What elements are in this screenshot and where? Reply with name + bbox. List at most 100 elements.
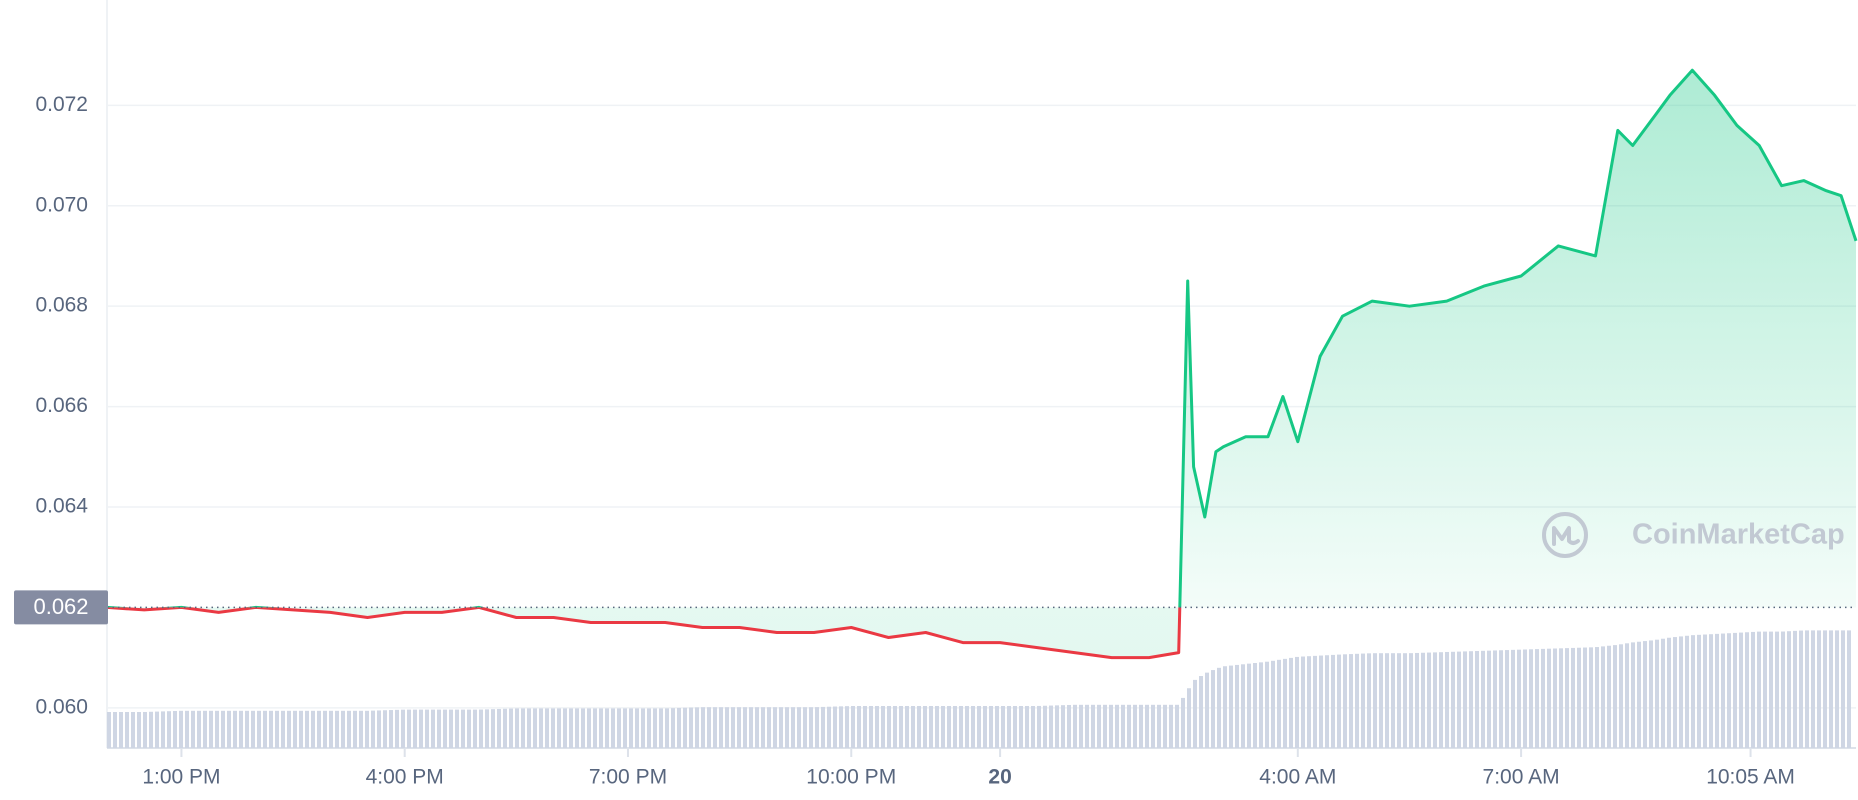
volume-bar [1019,706,1023,748]
volume-bar [1817,630,1821,748]
volume-bar [1829,630,1833,748]
volume-bar [1169,704,1173,748]
volume-bar [239,710,243,748]
volume-bar [437,709,441,748]
volume-bar [1823,630,1827,748]
volume-bar [1121,704,1125,748]
volume-bar [821,706,825,748]
watermark-text: CoinMarketCap [1632,519,1845,551]
volume-bar [1433,652,1437,748]
volume-bar [1787,631,1791,748]
volume-bar [833,706,837,748]
volume-bar [455,709,459,748]
volume-bar [215,710,219,748]
volume-bar [851,706,855,748]
volume-bar [689,707,693,748]
volume-bar [1379,653,1383,748]
volume-bar [863,706,867,748]
volume-bar [1325,655,1329,748]
volume-bar [1217,667,1221,748]
volume-bar [371,710,375,748]
volume-bar [1445,651,1449,748]
volume-bar [1469,651,1473,748]
volume-bar [1637,641,1641,748]
volume-bar [359,710,363,748]
volume-bar [191,710,195,748]
volume-bar [1517,649,1521,748]
volume-bar [929,706,933,748]
volume-bar [1835,630,1839,748]
volume-bar [515,708,519,748]
volume-bar [137,712,141,748]
volume-bar [245,710,249,748]
y-tick-label: 0.064 [35,495,88,518]
volume-bar [1355,653,1359,748]
volume-bar [1481,650,1485,748]
volume-bar [185,710,189,748]
volume-bar [701,707,705,748]
volume-bar [1067,704,1071,748]
volume-bar [593,708,597,748]
volume-bar [365,710,369,748]
volume-bar [557,708,561,748]
volume-bar [1193,679,1197,748]
volume-bar [911,706,915,748]
y-tick-label: 0.066 [35,394,88,417]
price-area [107,70,1856,658]
volume-bar [1697,634,1701,748]
volume-bar [473,709,477,748]
volume-bar [479,709,483,748]
price-area-above [107,70,1856,608]
volume-bar [293,710,297,748]
volume-bar [1055,705,1059,748]
volume-bar [959,706,963,748]
y-axis-ticks: 0.072 0.070 0.068 0.066 0.064 0.060 [35,93,88,719]
volume-bar [1475,651,1479,748]
volume-bar [1655,639,1659,748]
volume-bar [971,706,975,748]
volume-bar [1409,653,1413,748]
volume-bar [1727,633,1731,748]
volume-bar [1547,648,1551,748]
volume-bar [1733,632,1737,748]
x-tick-label: 4:00 PM [366,766,444,789]
volume-bar [1277,659,1281,748]
volume-bar [1559,648,1563,748]
volume-bar [935,706,939,748]
volume-bar [1241,664,1245,748]
volume-bar [545,708,549,748]
volume-bar [1385,653,1389,748]
volume-bar [1265,661,1269,748]
volume-bar [749,707,753,748]
volume-bar [1025,706,1029,748]
volume-bar [1373,653,1377,748]
volume-bar [791,707,795,748]
volume-bar [1205,672,1209,748]
volume-bar [1319,655,1323,748]
volume-bar [143,711,147,748]
volume-bar [1673,637,1677,748]
volume-bar [167,711,171,748]
volume-bar [1565,648,1569,748]
volume-bar [449,709,453,748]
volume-bar [1571,647,1575,748]
volume-bar [1307,656,1311,748]
volume-bar [611,708,615,748]
volume-bar [569,708,573,748]
volume-bar [623,708,627,748]
volume-bar [725,707,729,748]
volume-bar [653,708,657,748]
volume-bar [1841,630,1845,748]
volume-bar [263,710,267,748]
volume-bar [311,710,315,748]
volume-bar [287,710,291,748]
volume-bar [671,708,675,748]
volume-bar [1289,657,1293,748]
volume-bar [737,707,741,748]
volume-bar [1187,688,1191,748]
volume-bar [1703,634,1707,748]
volume-bar [419,709,423,748]
volume-bar [431,709,435,748]
